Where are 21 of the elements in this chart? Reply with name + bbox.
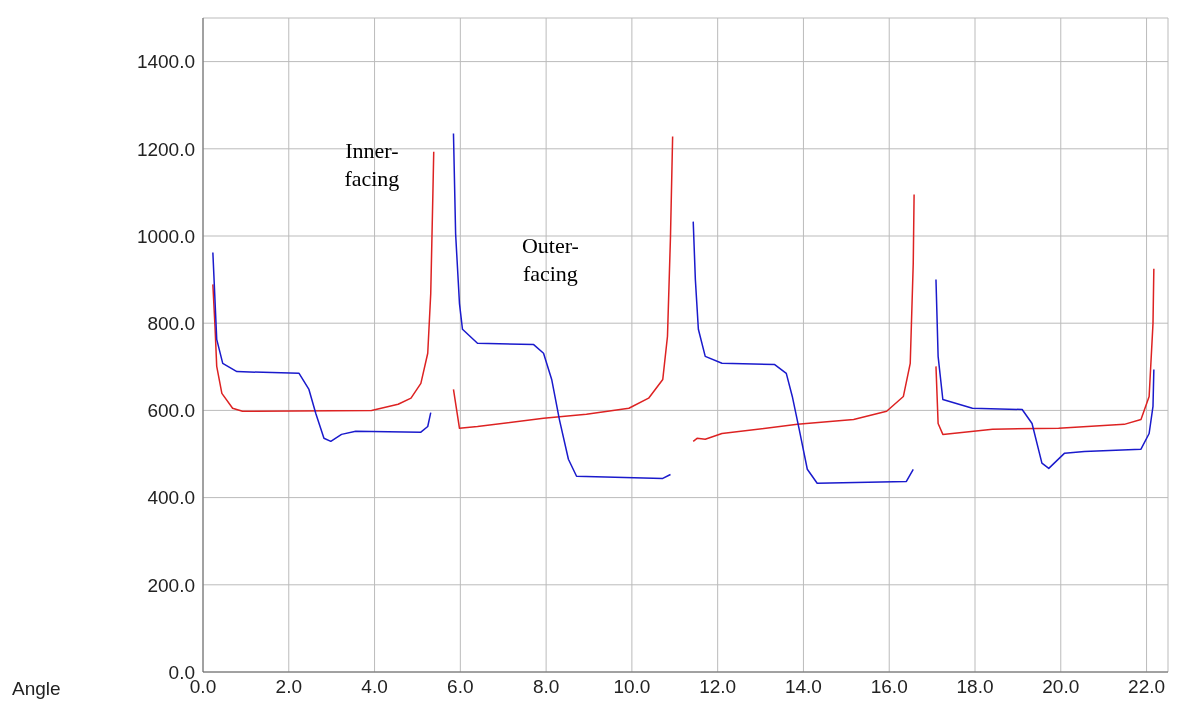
y-tick-label: 1000.0 [136,225,195,247]
x-tick-label: 22.0 [1128,676,1166,698]
y-tick-label: 400.0 [147,487,195,509]
x-tick-label: 12.0 [699,676,737,698]
x-tick-label: 10.0 [613,676,651,698]
x-tick-label: 16.0 [870,676,908,698]
x-tick-label: 14.0 [784,676,822,698]
x-tick-label: 2.0 [275,676,302,698]
x-tick-label: 20.0 [1042,676,1080,698]
y-tick-label: 600.0 [147,400,195,422]
y-tick-label: 800.0 [147,312,195,334]
x-axis-title: Angle [12,678,61,700]
x-tick-label: 4.0 [361,676,388,698]
y-tick-label: 1200.0 [136,138,195,160]
y-tick-label: 1400.0 [136,51,195,73]
x-tick-label: 6.0 [447,676,474,698]
annotation: Inner-facing [344,137,400,194]
annotation: Outer-facing [521,231,579,288]
x-tick-label: 18.0 [956,676,994,698]
x-tick-label: 8.0 [532,676,560,698]
y-tick-label: 200.0 [147,574,195,596]
